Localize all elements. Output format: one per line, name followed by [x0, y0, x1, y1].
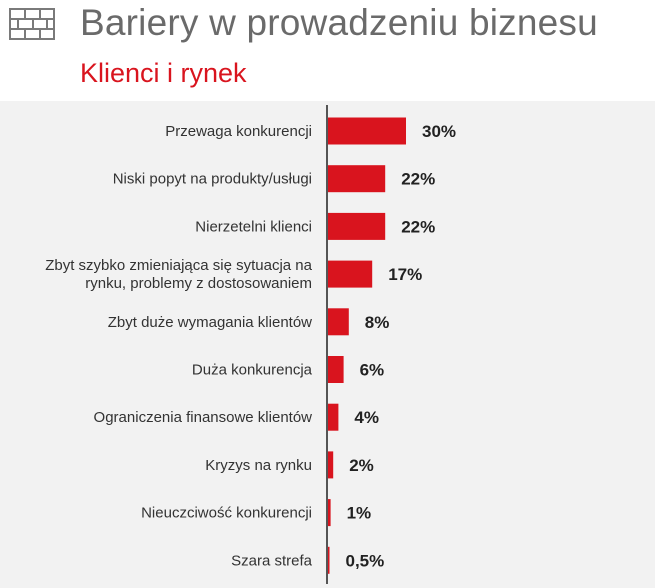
value-label: 8% [365, 313, 390, 332]
bar-chart: Przewaga konkurencji 30% Niski popyt na pr… [45, 105, 456, 584]
bar [328, 546, 330, 574]
value-label: 22% [401, 217, 435, 236]
value-label: 0,5% [346, 551, 385, 570]
value-label: 1% [347, 504, 372, 523]
category-label: Zbyt szybko zmieniająca się sytuacja na r… [45, 257, 312, 292]
category-label: Ograniczenia finansowe klientów [94, 409, 313, 426]
value-label: 2% [349, 456, 374, 475]
bar [328, 499, 331, 527]
page-subtitle: Klienci i rynek [80, 58, 247, 88]
bar [328, 451, 334, 479]
category-label: Niski popyt na produkty/usługi [113, 171, 312, 188]
category-label: Zbyt duże wymagania klientów [108, 314, 312, 331]
value-label: 17% [388, 265, 422, 284]
category-label: Przewaga konkurencji [165, 123, 312, 140]
header: Bariery w prowadzeniu biznesu Klienci i … [0, 0, 655, 101]
value-label: 22% [401, 170, 435, 189]
bar [328, 117, 406, 145]
bar [328, 308, 349, 336]
bar [328, 403, 339, 431]
category-label: Szara strefa [231, 552, 313, 569]
brick-wall-icon [9, 8, 55, 40]
category-label: Kryzys na rynku [205, 457, 312, 474]
bar [328, 356, 344, 383]
bar [328, 212, 386, 240]
category-label: Nierzetelni klienci [195, 218, 312, 235]
value-label: 4% [354, 408, 379, 427]
value-label: 30% [422, 122, 456, 141]
category-label: Nieuczciwość konkurencji [141, 505, 312, 522]
bar [328, 260, 373, 288]
page-title: Bariery w prowadzeniu biznesu [80, 2, 598, 43]
value-label: 6% [360, 361, 385, 380]
bar [328, 165, 386, 193]
chart-area: Przewaga konkurencji 30% Niski popyt na pr… [0, 101, 655, 588]
category-label: Duża konkurencja [192, 362, 313, 379]
